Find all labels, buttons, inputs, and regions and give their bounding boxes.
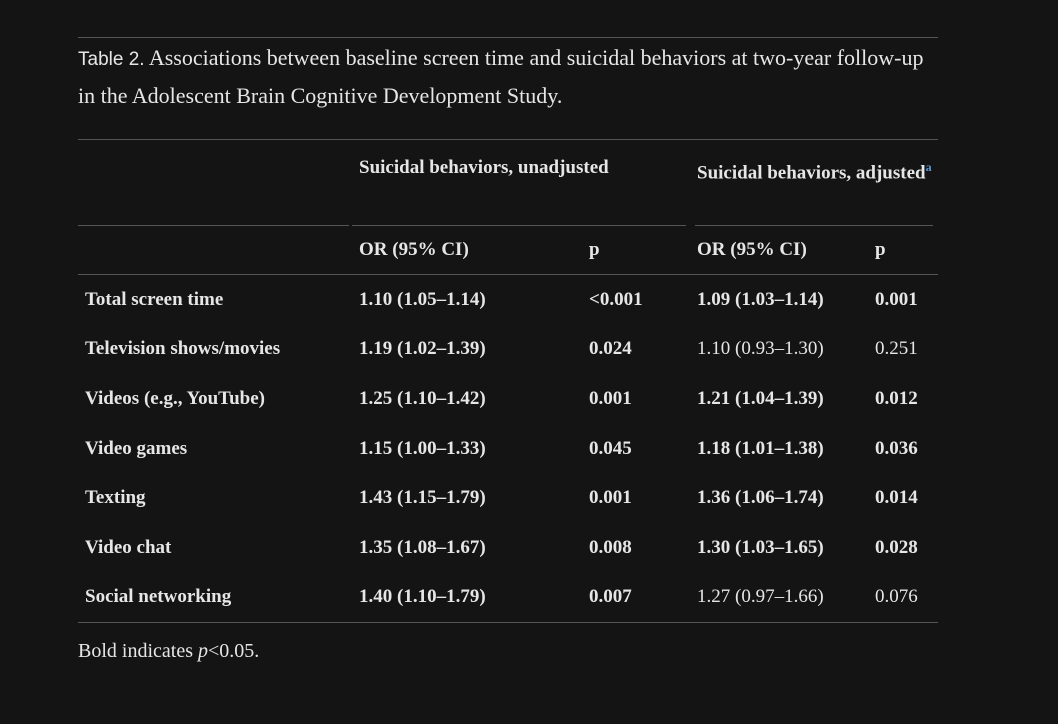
table-cell: <0.001 (589, 288, 643, 310)
table-cell: 0.024 (589, 338, 632, 360)
table-cell: 1.18 (1.01–1.38) (697, 437, 824, 459)
footnote: Bold indicates p<0.05. (78, 640, 259, 663)
data-table: Suicidal behaviors, unadjusted Suicidal … (78, 139, 939, 624)
table-cell: 1.15 (1.00–1.33) (359, 437, 486, 459)
footnote-text: <0.05. (207, 640, 260, 662)
table-cell: 1.36 (1.06–1.74) (697, 487, 824, 509)
group-header: Suicidal behaviors, unadjusted (352, 140, 690, 226)
row-label: Total screen time (85, 288, 224, 310)
table-cell: 1.10 (0.93–1.30) (697, 338, 824, 360)
table-row: Total screen time 1.10 (1.05–1.14) <0.001 1… (78, 275, 938, 325)
table-row: Texting 1.43 (1.15–1.79) 0.001 1.36 (1.06–1… (78, 473, 938, 523)
table-cell: 1.21 (1.04–1.39) (697, 387, 824, 409)
group-header-text: Suicidal behaviors, adjusted (697, 162, 926, 184)
table-cell: 1.10 (1.05–1.14) (359, 288, 486, 310)
row-label: Video chat (85, 536, 172, 558)
header-cell (78, 226, 352, 275)
column-header: p (868, 226, 939, 275)
table-cell: 1.25 (1.10–1.42) (359, 387, 486, 409)
row-label: Social networking (78, 572, 352, 624)
row-label: Television shows/movies (85, 338, 281, 360)
group-header: Suicidal behaviors, adjusteda (690, 140, 938, 226)
footnote-italic: p (197, 640, 208, 662)
table-cell: 0.008 (589, 536, 632, 558)
header-cell (78, 140, 352, 226)
table-cell: 1.09 (1.03–1.14) (697, 288, 824, 310)
column-header: p (582, 226, 690, 275)
table-cell: 1.40 (1.10–1.79) (352, 572, 582, 624)
footnote-text: Bold indicates (78, 640, 198, 662)
table-cell: 0.001 (589, 487, 632, 509)
table-cell: 1.19 (1.02–1.39) (359, 338, 486, 360)
table-figure: Table 2. Associations between baseline s… (78, 37, 939, 624)
table-cell: 1.35 (1.08–1.67) (359, 536, 486, 558)
table-cell: 0.045 (589, 437, 632, 459)
caption-label: Table 2. (78, 49, 145, 70)
column-header: OR (95% CI) (352, 226, 582, 275)
row-label: Video games (85, 437, 188, 459)
row-label: Videos (e.g., YouTube) (85, 387, 265, 409)
table-cell: 1.27 (0.97–1.66) (690, 572, 868, 624)
column-header: OR (95% CI) (690, 226, 868, 275)
table-row: Social networking 1.40 (1.10–1.79) 0.007 1.… (78, 572, 939, 624)
table-row: Videos (e.g., YouTube) 1.25 (1.10–1.42) 0.… (78, 374, 938, 424)
table-cell: 0.014 (875, 487, 918, 509)
table-cell: 1.30 (1.03–1.65) (697, 536, 824, 558)
caption-text: Associations between baseline screen tim… (78, 45, 924, 108)
table-row: Television shows/movies 1.19 (1.02–1.39) 0… (78, 325, 938, 375)
table-cell: 0.036 (875, 437, 918, 459)
table-cell: 1.43 (1.15–1.79) (359, 487, 486, 509)
table-cell: 0.076 (868, 572, 939, 624)
caption: Table 2. Associations between baseline s… (78, 38, 938, 114)
table-cell: 0.012 (875, 387, 918, 409)
group-header-text: Suicidal behaviors, unadjusted (352, 140, 686, 226)
table-cell: 0.251 (875, 338, 918, 360)
table-cell: 0.028 (875, 536, 918, 558)
table-cell: 0.007 (582, 572, 690, 624)
table-row: Video chat 1.35 (1.08–1.67) 0.008 1.30 (1.0… (78, 523, 938, 573)
table-cell: 0.001 (589, 387, 632, 409)
table-row: Video games 1.15 (1.00–1.33) 0.045 1.18 (1.… (78, 424, 938, 474)
table-cell: 0.001 (875, 288, 918, 310)
table-body: Total screen time 1.10 (1.05–1.14) <0.001 1… (78, 275, 939, 624)
footnote-marker: a (925, 160, 932, 174)
row-label: Texting (85, 487, 146, 509)
